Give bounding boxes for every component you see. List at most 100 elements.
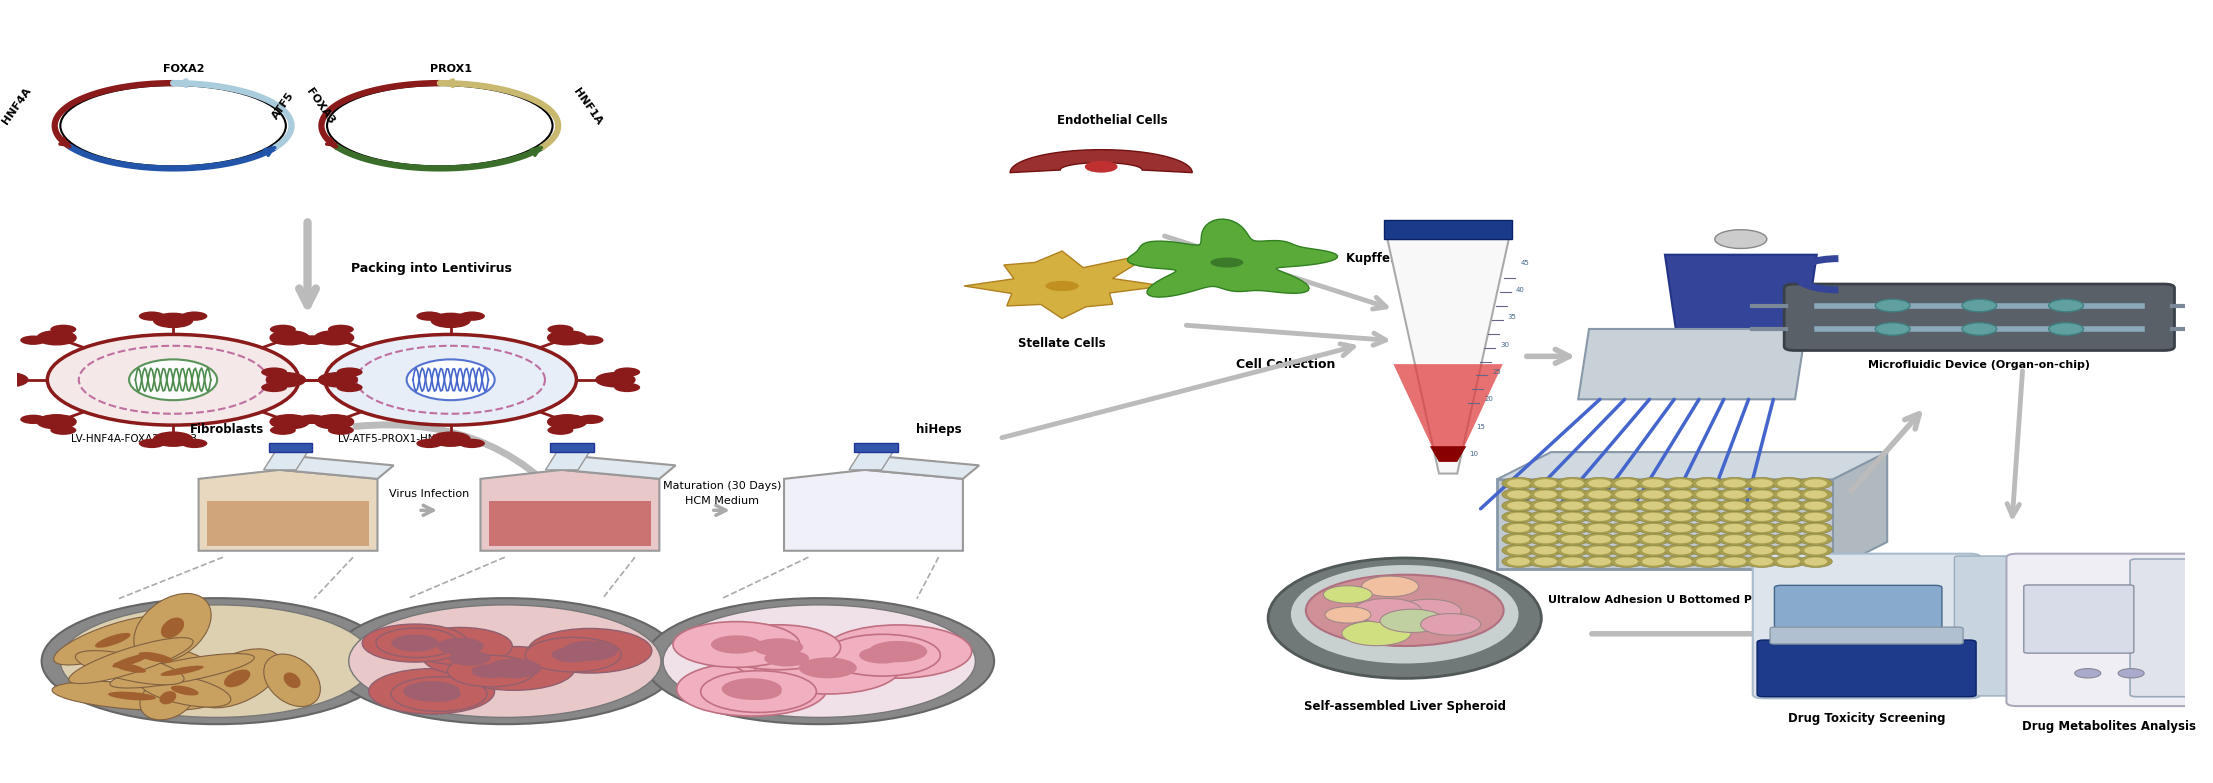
Circle shape xyxy=(1724,547,1746,554)
Circle shape xyxy=(363,624,467,662)
Circle shape xyxy=(1507,524,1529,532)
Polygon shape xyxy=(562,456,675,479)
Circle shape xyxy=(1746,489,1779,500)
Text: 30: 30 xyxy=(1500,341,1509,348)
Circle shape xyxy=(752,638,803,656)
Circle shape xyxy=(1560,490,1585,499)
Circle shape xyxy=(409,627,511,665)
FancyBboxPatch shape xyxy=(1784,284,2175,351)
Circle shape xyxy=(1804,479,1828,488)
Circle shape xyxy=(1669,490,1693,499)
Circle shape xyxy=(551,647,595,662)
Circle shape xyxy=(1804,524,1828,532)
Circle shape xyxy=(1560,502,1585,510)
Circle shape xyxy=(392,677,487,712)
Circle shape xyxy=(330,598,679,724)
Circle shape xyxy=(825,634,941,676)
Circle shape xyxy=(0,367,9,377)
Polygon shape xyxy=(551,443,595,452)
Circle shape xyxy=(1589,524,1611,532)
Text: HNF4A: HNF4A xyxy=(0,86,33,127)
Polygon shape xyxy=(480,470,659,550)
Circle shape xyxy=(1589,547,1611,554)
Circle shape xyxy=(20,336,46,345)
Circle shape xyxy=(1638,533,1671,545)
Text: Self-assembled Liver Spheroid: Self-assembled Liver Spheroid xyxy=(1303,700,1505,713)
Circle shape xyxy=(1589,535,1611,543)
Circle shape xyxy=(153,432,193,446)
Circle shape xyxy=(1717,511,1750,523)
Circle shape xyxy=(1777,547,1799,554)
Circle shape xyxy=(1609,478,1644,489)
Circle shape xyxy=(1669,547,1693,554)
Circle shape xyxy=(1746,533,1779,545)
Circle shape xyxy=(432,432,469,446)
Circle shape xyxy=(867,641,927,662)
Circle shape xyxy=(1341,621,1412,646)
Circle shape xyxy=(1534,524,1558,532)
Circle shape xyxy=(1874,299,1910,312)
Circle shape xyxy=(664,605,976,717)
Circle shape xyxy=(1874,323,1910,335)
Circle shape xyxy=(301,336,325,345)
Circle shape xyxy=(1582,500,1615,511)
Ellipse shape xyxy=(133,594,210,662)
Circle shape xyxy=(1724,490,1746,499)
Polygon shape xyxy=(1126,219,1337,297)
Circle shape xyxy=(1799,511,1832,523)
Circle shape xyxy=(1717,555,1750,568)
Circle shape xyxy=(1361,576,1419,597)
Circle shape xyxy=(471,664,511,678)
Circle shape xyxy=(1642,547,1664,554)
Circle shape xyxy=(1717,478,1750,489)
Circle shape xyxy=(2049,299,2082,312)
Polygon shape xyxy=(1388,239,1509,474)
Circle shape xyxy=(1084,161,1118,172)
Circle shape xyxy=(1609,511,1644,523)
Text: Drug Toxicity Screening: Drug Toxicity Screening xyxy=(1788,712,1945,725)
Circle shape xyxy=(1691,533,1724,545)
Text: Drug Metabolites Analysis: Drug Metabolites Analysis xyxy=(2023,720,2198,733)
Polygon shape xyxy=(783,470,963,550)
Circle shape xyxy=(1503,544,1536,557)
Circle shape xyxy=(139,312,164,321)
Circle shape xyxy=(336,367,363,377)
Circle shape xyxy=(1615,479,1638,488)
Circle shape xyxy=(1669,557,1693,565)
Circle shape xyxy=(1746,478,1779,489)
Circle shape xyxy=(447,655,536,687)
Circle shape xyxy=(859,647,905,663)
Polygon shape xyxy=(489,501,651,547)
Circle shape xyxy=(1560,547,1585,554)
Circle shape xyxy=(1507,502,1529,510)
Circle shape xyxy=(1746,500,1779,511)
Circle shape xyxy=(673,622,799,667)
Circle shape xyxy=(721,678,781,700)
Circle shape xyxy=(1724,535,1746,543)
Circle shape xyxy=(710,635,761,654)
Circle shape xyxy=(1582,478,1615,489)
Ellipse shape xyxy=(170,686,199,695)
Ellipse shape xyxy=(139,652,173,662)
Circle shape xyxy=(454,647,575,691)
Polygon shape xyxy=(1496,479,1832,569)
Polygon shape xyxy=(854,443,898,452)
Circle shape xyxy=(181,312,208,321)
Ellipse shape xyxy=(159,691,177,705)
Circle shape xyxy=(350,605,662,717)
Circle shape xyxy=(1609,500,1644,511)
Circle shape xyxy=(1773,533,1806,545)
Circle shape xyxy=(677,662,828,716)
Circle shape xyxy=(0,373,29,387)
Circle shape xyxy=(1609,533,1644,545)
Ellipse shape xyxy=(69,637,193,684)
Circle shape xyxy=(1799,522,1832,534)
Circle shape xyxy=(1529,489,1562,500)
Polygon shape xyxy=(1664,254,1817,329)
Circle shape xyxy=(270,330,310,345)
Circle shape xyxy=(1804,535,1828,543)
Circle shape xyxy=(376,628,458,658)
Circle shape xyxy=(1750,535,1773,543)
Circle shape xyxy=(1777,557,1799,565)
Circle shape xyxy=(1750,524,1773,532)
